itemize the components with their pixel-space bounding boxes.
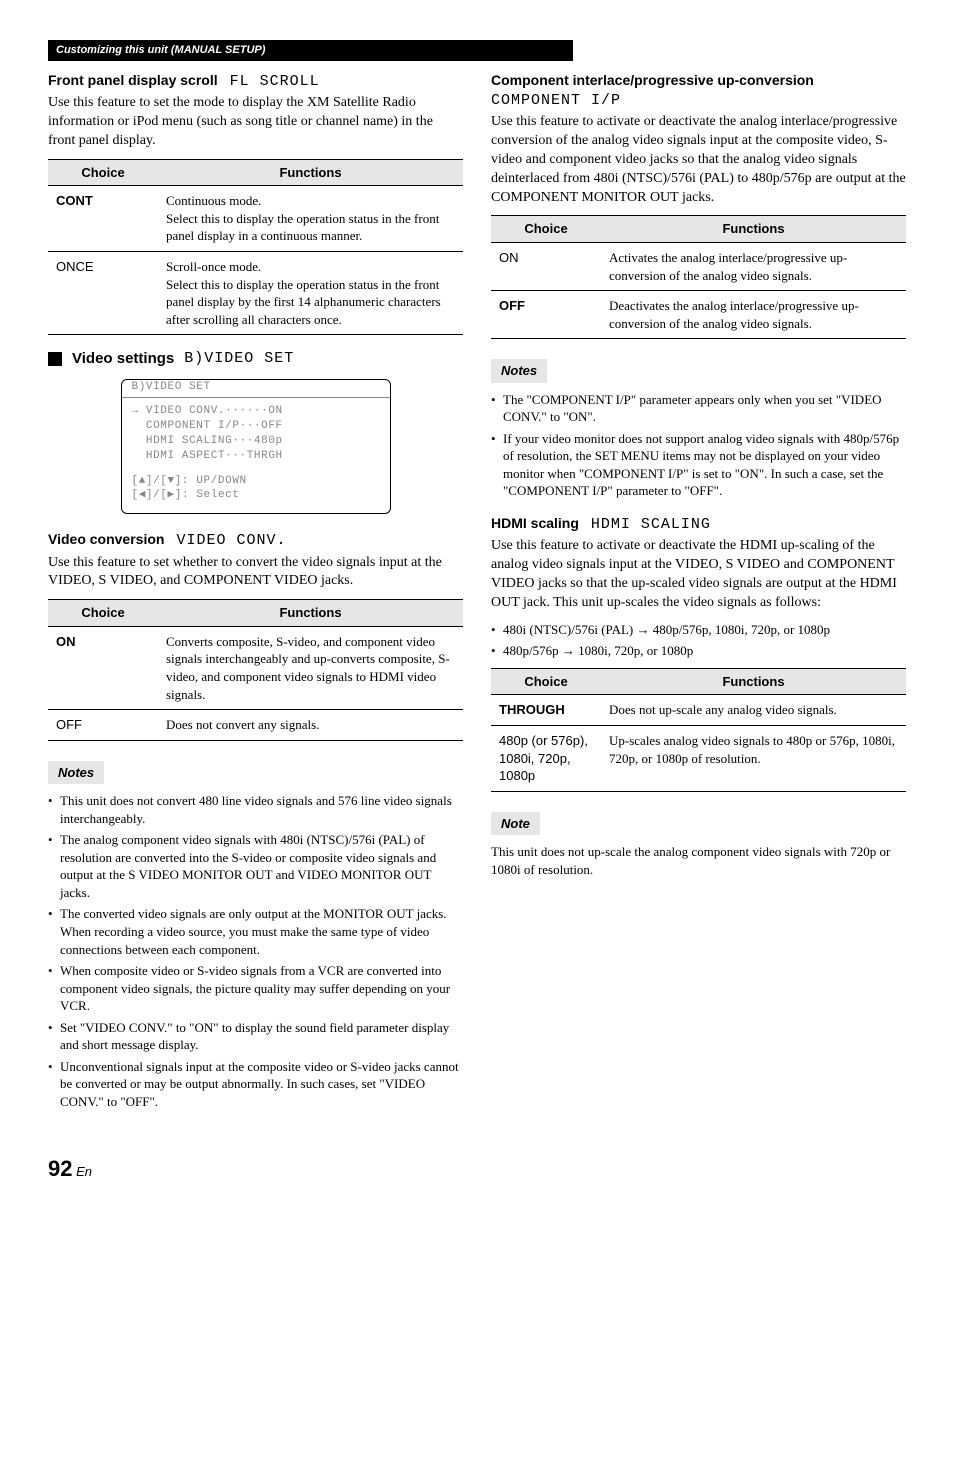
hdmi-title-row: HDMI scaling HDMI SCALING <box>491 514 906 535</box>
fp-table: Choice Functions CONT Continuous mode. S… <box>48 159 463 335</box>
comp-title: Component interlace/progressive up-conve… <box>491 72 814 88</box>
table-row: OFF Does not convert any signals. <box>48 710 463 741</box>
hdmi-bullet-2: 480p/576p → 1080i, 720p, or 1080p <box>491 642 906 660</box>
hdmi-r2c: 480p (or 576p), 1080i, 720p, 1080p <box>491 726 601 792</box>
fp-r2c: ONCE <box>48 251 158 334</box>
vc-body: Use this feature to set whether to conve… <box>48 554 463 592</box>
page-num-suffix: En <box>76 1164 92 1179</box>
table-row: ON Converts composite, S-video, and comp… <box>48 626 463 709</box>
th-functions: Functions <box>601 216 906 243</box>
fp-title-row: Front panel display scroll FL SCROLL <box>48 71 463 92</box>
notes-list-right-1: The "COMPONENT I/P" parameter appears on… <box>491 391 906 500</box>
vc-r1f: Converts composite, S-video, and compone… <box>158 626 463 709</box>
video-settings-lcd: B)VIDEO SET <box>184 349 294 369</box>
hdmi-r1c: THROUGH <box>491 695 601 726</box>
table-header-row: Choice Functions <box>48 159 463 186</box>
square-bullet-icon <box>48 352 62 366</box>
th-choice: Choice <box>48 159 158 186</box>
vc-r2c: OFF <box>48 710 158 741</box>
hdmi-title: HDMI scaling <box>491 514 579 533</box>
hdmi-r1f: Does not up-scale any analog video signa… <box>601 695 906 726</box>
fp-body: Use this feature to set the mode to disp… <box>48 94 463 151</box>
hdmi-body: Use this feature to activate or deactiva… <box>491 537 906 613</box>
th-choice: Choice <box>48 600 158 627</box>
vc-r2f: Does not convert any signals. <box>158 710 463 741</box>
video-settings-heading: Video settings B)VIDEO SET <box>48 349 463 369</box>
vc-title-row: Video conversion VIDEO CONV. <box>48 530 463 551</box>
th-choice: Choice <box>491 668 601 695</box>
vc-title: Video conversion <box>48 530 164 549</box>
th-functions: Functions <box>158 600 463 627</box>
comp-table: Choice Functions ON Activates the analog… <box>491 215 906 339</box>
th-functions: Functions <box>601 668 906 695</box>
table-row: ONCE Scroll-once mode. Select this to di… <box>48 251 463 334</box>
table-row: CONT Continuous mode. Select this to dis… <box>48 186 463 252</box>
note-item: Unconventional signals input at the comp… <box>48 1058 463 1111</box>
table-header-row: Choice Functions <box>48 600 463 627</box>
page-num-big: 92 <box>48 1156 72 1181</box>
fp-r1c: CONT <box>48 186 158 252</box>
note-label: Note <box>491 812 540 836</box>
table-row: ON Activates the analog interlace/progre… <box>491 242 906 290</box>
table-row: THROUGH Does not up-scale any analog vid… <box>491 695 906 726</box>
vc-table: Choice Functions ON Converts composite, … <box>48 599 463 740</box>
fp-title: Front panel display scroll <box>48 71 218 90</box>
header-bar: Customizing this unit (MANUAL SETUP) <box>48 40 573 61</box>
onscreen-display-box: B)VIDEO SET → VIDEO CONV.······ON COMPON… <box>121 379 391 514</box>
columns: Front panel display scroll FL SCROLL Use… <box>48 71 906 1115</box>
fp-r1f: Continuous mode. Select this to display … <box>158 186 463 252</box>
notes-label: Notes <box>491 359 547 383</box>
comp-lcd: COMPONENT I/P <box>491 92 621 109</box>
note-item: When composite video or S-video signals … <box>48 962 463 1015</box>
osd-title: B)VIDEO SET <box>122 380 390 398</box>
note-item: The converted video signals are only out… <box>48 905 463 958</box>
comp-r2c: OFF <box>491 291 601 339</box>
left-column: Front panel display scroll FL SCROLL Use… <box>48 71 463 1115</box>
page-number: 92 En <box>48 1154 906 1184</box>
comp-title-row: Component interlace/progressive up-conve… <box>491 71 906 111</box>
video-settings-text: Video settings <box>72 349 174 369</box>
right-column: Component interlace/progressive up-conve… <box>491 71 906 1115</box>
note-item: The analog component video signals with … <box>48 831 463 901</box>
osd-block-2: [▲]/[▼]: UP/DOWN [◀]/[▶]: Select <box>132 474 380 504</box>
table-row: OFF Deactivates the analog interlace/pro… <box>491 291 906 339</box>
comp-r1c: ON <box>491 242 601 290</box>
note-item: The "COMPONENT I/P" parameter appears on… <box>491 391 906 426</box>
vc-lcd: VIDEO CONV. <box>176 531 286 551</box>
notes-list-left: This unit does not convert 480 line vide… <box>48 792 463 1110</box>
hdmi-note: This unit does not up-scale the analog c… <box>491 843 906 878</box>
note-item: If your video monitor does not support a… <box>491 430 906 500</box>
hdmi-lcd: HDMI SCALING <box>591 515 711 535</box>
table-row: 480p (or 576p), 1080i, 720p, 1080p Up-sc… <box>491 726 906 792</box>
table-header-row: Choice Functions <box>491 216 906 243</box>
comp-r2f: Deactivates the analog interlace/progres… <box>601 291 906 339</box>
osd-block-1: → VIDEO CONV.······ON COMPONENT I/P···OF… <box>132 404 380 463</box>
fp-r2f: Scroll-once mode. Select this to display… <box>158 251 463 334</box>
note-item: Set "VIDEO CONV." to "ON" to display the… <box>48 1019 463 1054</box>
table-header-row: Choice Functions <box>491 668 906 695</box>
fp-lcd: FL SCROLL <box>230 72 320 92</box>
hdmi-bullet-1: 480i (NTSC)/576i (PAL) → 480p/576p, 1080… <box>491 621 906 639</box>
comp-r1f: Activates the analog interlace/progressi… <box>601 242 906 290</box>
notes-label: Notes <box>48 761 104 785</box>
th-functions: Functions <box>158 159 463 186</box>
vc-r1c: ON <box>48 626 158 709</box>
hdmi-bullets: 480i (NTSC)/576i (PAL) → 480p/576p, 1080… <box>491 621 906 660</box>
note-item: This unit does not convert 480 line vide… <box>48 792 463 827</box>
comp-body: Use this feature to activate or deactiva… <box>491 113 906 207</box>
hdmi-table: Choice Functions THROUGH Does not up-sca… <box>491 668 906 792</box>
th-choice: Choice <box>491 216 601 243</box>
hdmi-r2f: Up-scales analog video signals to 480p o… <box>601 726 906 792</box>
